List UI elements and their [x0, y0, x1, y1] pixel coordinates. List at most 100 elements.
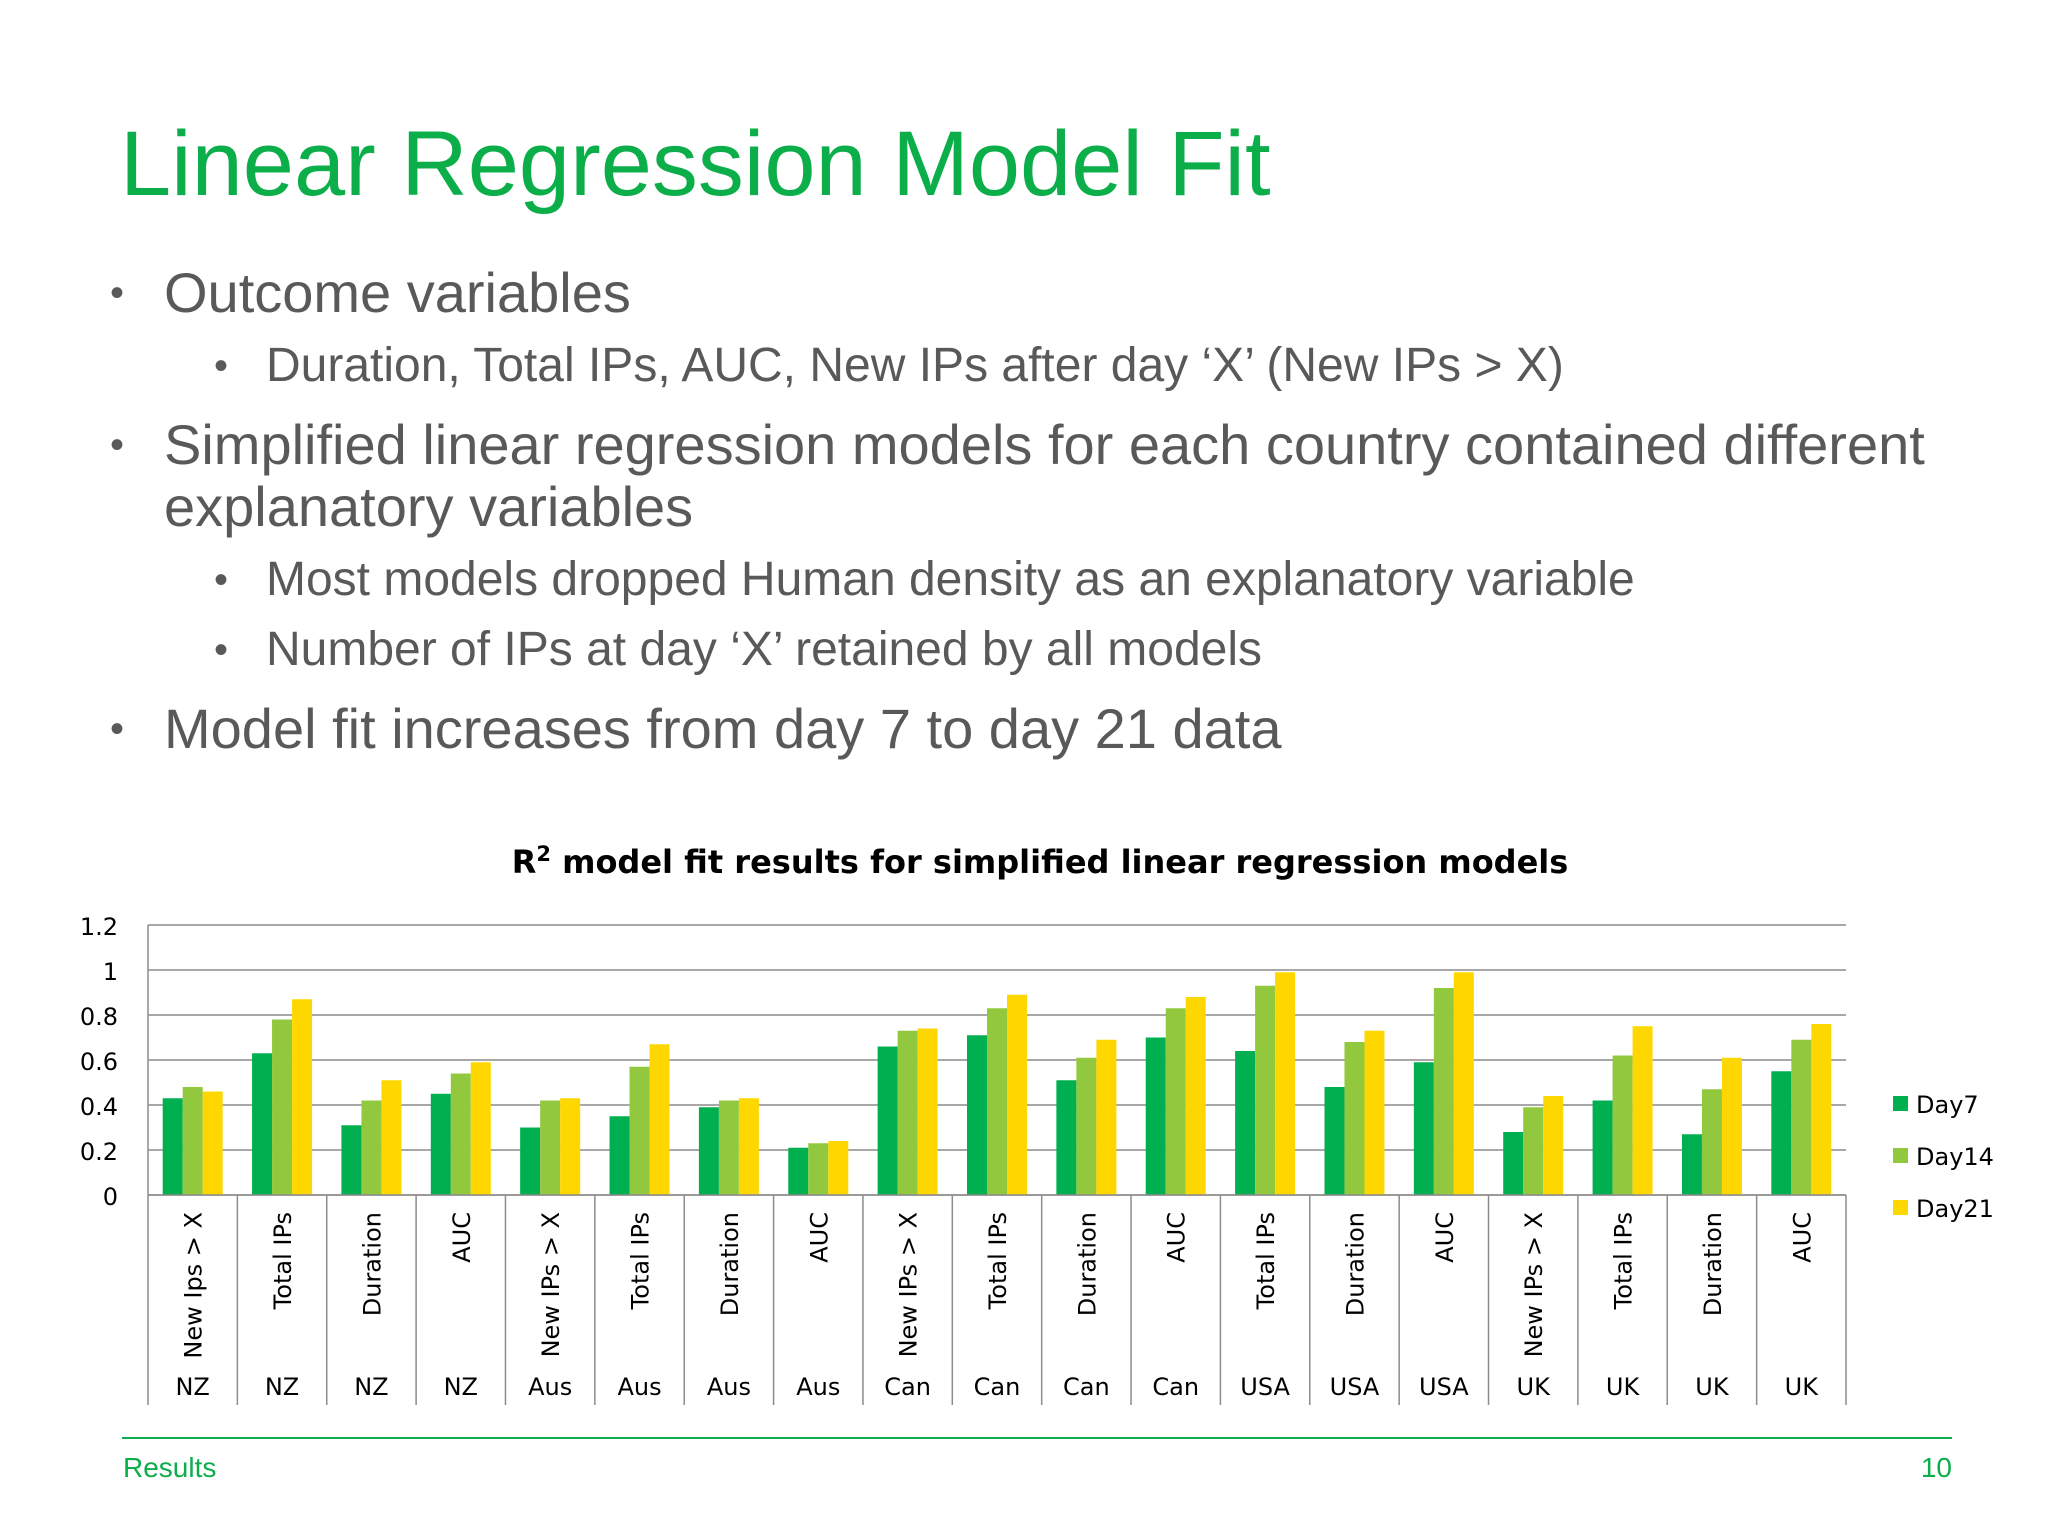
- bullet-dot: •: [214, 344, 229, 388]
- bar-day7: [252, 1053, 273, 1195]
- x-tick-country-label: Aus: [707, 1373, 751, 1401]
- x-tick-country-label: NZ: [354, 1373, 388, 1401]
- x-tick-country-label: USA: [1419, 1373, 1469, 1401]
- bar-day21: [381, 1080, 402, 1195]
- bar-day14: [1433, 988, 1454, 1195]
- x-tick-metric-label: Duration: [1073, 1212, 1101, 1316]
- bar-day21: [1364, 1030, 1385, 1195]
- bar-day7: [1503, 1132, 1524, 1195]
- legend-label: Day14: [1916, 1143, 1994, 1171]
- bullet-dot: •: [110, 707, 125, 751]
- chart-title: R2 model fit results for simplified line…: [512, 842, 1569, 881]
- x-tick-metric-label: Total IPs: [269, 1212, 297, 1310]
- bullet-item: • Simplified linear regression models for…: [110, 413, 1925, 538]
- bar-day7: [1771, 1071, 1792, 1195]
- x-axis-labels: New Ips > X NZ Total IPs NZ Duration NZ AUC NZ N…: [175, 1212, 1819, 1401]
- bar-day14: [272, 1019, 293, 1195]
- bar-day14: [1344, 1042, 1365, 1195]
- y-axis-ticks: 1.2 1 0.8 0.6 0.4 0.2 0: [80, 913, 118, 1211]
- x-tick-country-label: Aus: [617, 1373, 661, 1401]
- bar-day21: [1543, 1096, 1564, 1195]
- x-tick-country-label: Can: [884, 1373, 931, 1401]
- bar-day7: [698, 1107, 719, 1195]
- bar-day14: [182, 1087, 203, 1195]
- bullet-dot: •: [214, 628, 229, 672]
- legend-label: Day21: [1916, 1195, 1994, 1223]
- bullet-item: • Outcome variables: [110, 261, 631, 324]
- bar-day7: [1235, 1051, 1256, 1195]
- x-tick-country-label: NZ: [265, 1373, 299, 1401]
- bar-day14: [1612, 1055, 1633, 1195]
- bar-day7: [1324, 1087, 1345, 1195]
- x-tick-metric-label: Total IPs: [627, 1212, 655, 1310]
- x-tick-country-label: USA: [1240, 1373, 1290, 1401]
- bar-day14: [1076, 1057, 1097, 1195]
- bar-day14: [629, 1066, 650, 1195]
- y-tick-label: 0.6: [80, 1048, 118, 1076]
- bar-chart: R2 model fit results for simplified line…: [80, 842, 1994, 1405]
- x-tick-metric-label: Total IPs: [1610, 1212, 1638, 1310]
- bar-day21: [560, 1098, 581, 1195]
- x-tick-metric-label: Total IPs: [1252, 1212, 1280, 1310]
- x-tick-metric-label: New Ips > X: [180, 1212, 208, 1359]
- bar-day7: [520, 1127, 541, 1195]
- bar-day21: [1185, 997, 1206, 1195]
- y-tick-label: 1.2: [80, 913, 118, 941]
- x-tick-metric-label: Duration: [1699, 1212, 1727, 1316]
- legend-swatch-day7: [1893, 1096, 1908, 1111]
- x-tick-metric-label: Duration: [716, 1212, 744, 1316]
- y-tick-label: 0.8: [80, 1003, 118, 1031]
- x-tick-metric-label: Duration: [358, 1212, 386, 1316]
- y-tick-label: 0: [103, 1183, 118, 1211]
- x-tick-country-label: NZ: [175, 1373, 209, 1401]
- bar-day21: [202, 1091, 223, 1195]
- sub-bullet-item: • Number of IPs at day ‘X’ retained by al…: [214, 623, 1263, 676]
- bullet-dot: •: [214, 558, 229, 602]
- x-tick-metric-label: AUC: [1163, 1212, 1191, 1263]
- page-number: 10: [1920, 1452, 1952, 1483]
- legend-label: Day7: [1916, 1091, 1979, 1119]
- bullet-list: • Outcome variables • Duration, Total IPs,…: [110, 262, 1990, 760]
- bar-day7: [1145, 1037, 1166, 1195]
- bar-day14: [1701, 1089, 1722, 1195]
- bullet-dot: •: [110, 271, 125, 315]
- bar-day7: [877, 1046, 898, 1195]
- bar-day21: [828, 1141, 849, 1195]
- x-tick-metric-label: AUC: [805, 1212, 833, 1263]
- x-tick-metric-label: Total IPs: [984, 1212, 1012, 1310]
- sub-bullet-item: • Duration, Total IPs, AUC, New IPs after…: [214, 339, 1564, 392]
- bar-day14: [897, 1030, 918, 1195]
- x-tick-country-label: USA: [1330, 1373, 1380, 1401]
- bar-day14: [718, 1100, 739, 1195]
- bar-day14: [1255, 985, 1276, 1195]
- bar-day7: [967, 1035, 987, 1195]
- x-tick-country-label: NZ: [444, 1373, 478, 1401]
- x-tick-metric-label: New IPs > X: [895, 1212, 923, 1357]
- bar-day7: [1413, 1062, 1434, 1195]
- x-tick-country-label: Can: [1063, 1373, 1110, 1401]
- bar-day7: [162, 1098, 183, 1195]
- slide-title: Linear Regression Model Fit: [120, 113, 1271, 215]
- bar-day7: [609, 1116, 630, 1195]
- x-tick-country-label: UK: [1785, 1373, 1820, 1401]
- legend-swatch-day21: [1893, 1200, 1908, 1215]
- x-axis: [147, 925, 1847, 1405]
- footer-section-label: Results: [123, 1452, 217, 1483]
- bar-day7: [1592, 1100, 1613, 1195]
- bar-day7: [788, 1147, 809, 1195]
- bar-day21: [1453, 972, 1474, 1195]
- bar-series: [162, 972, 1832, 1195]
- y-tick-label: 0.4: [80, 1093, 118, 1121]
- x-tick-metric-label: New IPs > X: [1520, 1212, 1548, 1357]
- x-tick-metric-label: AUC: [1788, 1212, 1816, 1263]
- y-tick-label: 0.2: [80, 1138, 118, 1166]
- bar-day14: [1523, 1107, 1544, 1195]
- footer-divider: [122, 1437, 1952, 1439]
- bar-day21: [1811, 1024, 1832, 1195]
- bar-day21: [292, 999, 313, 1195]
- bar-day7: [1681, 1134, 1702, 1195]
- y-tick-label: 1: [103, 958, 118, 986]
- bar-day14: [361, 1100, 382, 1195]
- bar-day7: [430, 1093, 451, 1195]
- legend: Day7 Day14 Day21: [1893, 1091, 1994, 1223]
